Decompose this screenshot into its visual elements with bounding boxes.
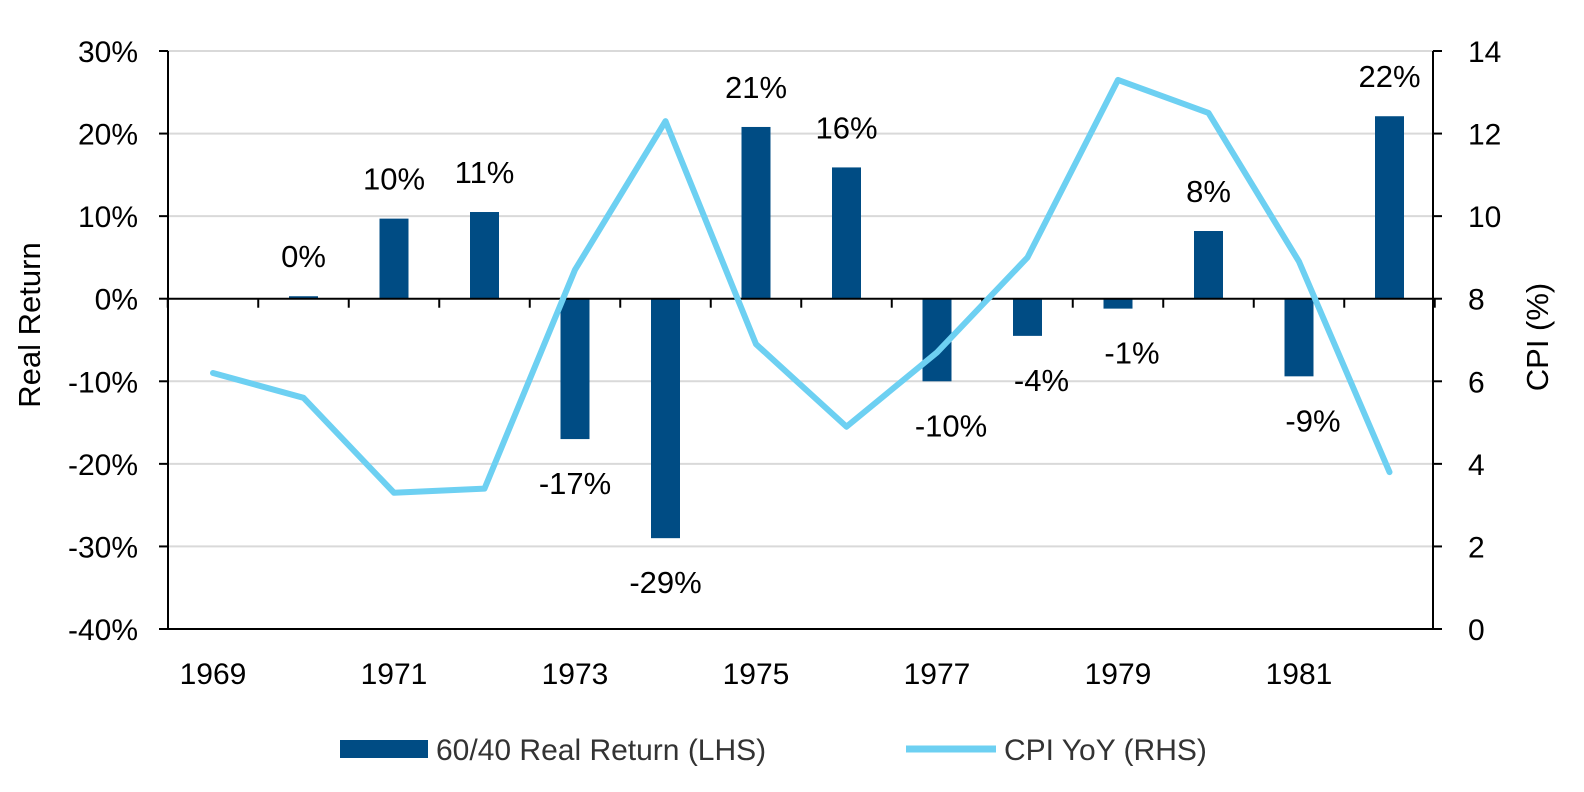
bar-1971 xyxy=(379,218,409,299)
data-label-1978: -4% xyxy=(1014,363,1069,398)
right-axis-title: CPI (%) xyxy=(1520,283,1555,392)
data-label-1977: -10% xyxy=(915,408,987,443)
bar-1970 xyxy=(289,296,318,299)
bar-1974 xyxy=(651,298,680,539)
cpi-line xyxy=(210,76,1393,496)
left-tick-label: -10% xyxy=(68,366,138,399)
x-tick-label: 1975 xyxy=(723,658,790,691)
x-tick-label: 1981 xyxy=(1266,658,1333,691)
left-tick-label: 10% xyxy=(78,201,138,234)
data-label-1971: 10% xyxy=(363,162,425,197)
right-tick-label: 4 xyxy=(1468,449,1485,482)
legend-label-bar: 60/40 Real Return (LHS) xyxy=(436,734,766,767)
data-label-1972: 11% xyxy=(455,155,515,190)
data-label-1973: -17% xyxy=(539,466,611,501)
data-label-1974: -29% xyxy=(629,565,701,600)
x-tick-label: 1979 xyxy=(1085,658,1152,691)
right-tick-label: 6 xyxy=(1468,366,1485,399)
data-label-1979: -1% xyxy=(1104,336,1159,371)
right-tick-label: 12 xyxy=(1468,119,1501,152)
zero-axis xyxy=(166,297,1436,308)
left-tick-label: -20% xyxy=(68,449,138,482)
bar-1978 xyxy=(1013,298,1042,336)
bar-series xyxy=(289,116,1404,539)
bar-1981 xyxy=(1284,298,1314,377)
data-label-1976: 16% xyxy=(815,110,877,145)
legend: 60/40 Real Return (LHS) CPI YoY (RHS) xyxy=(340,734,1207,767)
bar-1980 xyxy=(1194,231,1223,299)
left-tick-label: -30% xyxy=(68,531,138,564)
legend-label-line: CPI YoY (RHS) xyxy=(1004,734,1207,767)
x-axis-ticks: 1969 1971 1973 1975 1977 1979 1981 xyxy=(180,658,1333,691)
right-tick-label: 14 xyxy=(1468,36,1501,69)
left-tick-label: -40% xyxy=(68,614,138,647)
right-tick-label: 2 xyxy=(1468,531,1485,564)
bar-1982 xyxy=(1375,116,1404,299)
data-label-1975: 21% xyxy=(725,70,787,105)
x-tick-label: 1973 xyxy=(542,658,609,691)
right-tick-label: 8 xyxy=(1468,284,1485,317)
data-label-1970: 0% xyxy=(281,239,326,274)
left-axis-ticks: 30% 20% 10% 0% -10% -20% -30% -40% xyxy=(68,36,168,647)
left-tick-label: 0% xyxy=(95,284,138,317)
line-series xyxy=(210,76,1393,496)
data-labels: 0% 10% 11% -17% -29% 21% 16% -10% -4% -1% 8% -9% 22% xyxy=(281,59,1420,600)
x-tick-label: 1977 xyxy=(904,658,971,691)
data-label-1982: 22% xyxy=(1358,59,1420,94)
left-tick-label: 30% xyxy=(78,36,138,69)
left-axis-title: Real Return xyxy=(12,242,47,407)
bar-1979 xyxy=(1103,298,1133,309)
data-label-1981: -9% xyxy=(1285,403,1340,438)
legend-swatch-bar xyxy=(340,740,428,758)
x-tick-label: 1969 xyxy=(180,658,247,691)
right-tick-label: 10 xyxy=(1468,201,1501,234)
bar-1975 xyxy=(741,126,771,299)
bar-1972 xyxy=(470,212,499,299)
right-tick-label: 0 xyxy=(1468,614,1485,647)
x-tick-label: 1971 xyxy=(361,658,428,691)
bar-1973 xyxy=(560,298,590,440)
bar-1976 xyxy=(832,167,861,299)
left-tick-label: 20% xyxy=(78,119,138,152)
data-label-1980: 8% xyxy=(1186,174,1231,209)
axes xyxy=(167,51,1434,630)
right-axis-ticks: 14 12 10 8 6 4 2 0 xyxy=(1433,36,1501,647)
